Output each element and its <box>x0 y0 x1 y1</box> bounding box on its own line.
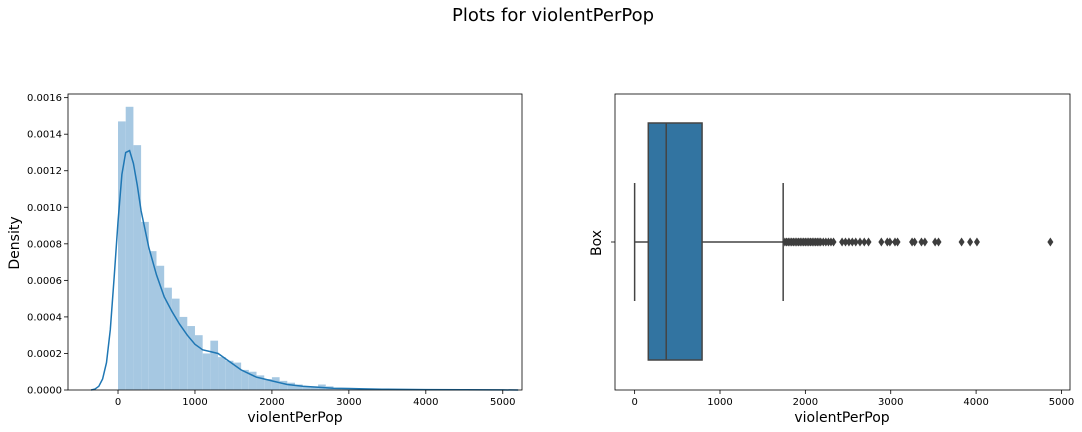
histogram-bar <box>295 384 303 390</box>
histogram-bar <box>302 386 311 390</box>
histogram-x-tick-label: 2000 <box>259 397 284 408</box>
outlier-point <box>958 237 965 247</box>
figure-title: Plots for violentPerPop <box>452 5 654 26</box>
boxplot-x-tick-label: 2000 <box>793 397 818 408</box>
histogram-x-tick-label: 0 <box>115 397 121 408</box>
outlier-point <box>921 237 928 247</box>
histogram-bar <box>310 386 319 390</box>
histogram-bar <box>225 360 234 390</box>
outlier-point <box>842 237 849 247</box>
histogram-y-tick-label: 0.0006 <box>27 276 62 287</box>
histogram-y-tick-label: 0.0004 <box>27 312 62 323</box>
boxplot-x-tick-label: 1000 <box>707 397 732 408</box>
boxplot-y-axis-label: Box <box>589 230 605 256</box>
histogram-x-tick-label: 1000 <box>182 397 207 408</box>
outlier-point <box>849 237 856 247</box>
outlier-point <box>830 237 837 247</box>
outlier-point <box>861 237 868 247</box>
histogram-bar <box>194 335 203 390</box>
outlier-point <box>918 237 925 247</box>
histogram-bar <box>148 251 157 390</box>
outlier-points <box>781 237 1054 247</box>
outlier-point <box>857 237 863 247</box>
outlier-point <box>1047 237 1054 247</box>
histogram-bar <box>233 362 242 390</box>
outlier-point <box>894 237 901 247</box>
boxplot-x-tick-label: 3000 <box>878 397 903 408</box>
histogram-y-tick-label: 0.0010 <box>27 203 62 214</box>
histogram-x-tick-label: 4000 <box>413 397 438 408</box>
outlier-point <box>886 237 893 247</box>
outlier-point <box>839 237 846 247</box>
histogram-y-tick-label: 0.0012 <box>27 166 62 177</box>
box-iqr <box>647 122 703 361</box>
outlier-point <box>878 237 885 247</box>
histogram-bar <box>264 379 272 390</box>
histogram-panel: violentPerPop Density 0 1000 2000 3000 4000 5… <box>7 93 523 426</box>
histogram-x-axis-label: violentPerPop <box>247 410 342 426</box>
histogram-bar <box>164 287 172 390</box>
histogram-y-tick-label: 0.0008 <box>27 239 62 250</box>
outlier-point <box>973 237 980 247</box>
histogram-bars <box>118 106 503 390</box>
outlier-point <box>911 237 918 247</box>
histogram-bar <box>141 221 149 390</box>
outlier-point <box>865 237 872 247</box>
histogram-x-tick-label: 3000 <box>336 397 361 408</box>
boxplot-panel: violentPerPop Box 0 1000 2000 3000 4000 5000 <box>589 93 1074 426</box>
outlier-point <box>932 237 939 247</box>
histogram-bar <box>279 380 288 390</box>
histogram-bar <box>271 377 280 390</box>
outlier-point <box>935 237 942 247</box>
histogram-bar <box>287 382 295 390</box>
histogram-bar <box>125 106 134 390</box>
histogram-y-tick-label: 0.0000 <box>27 386 62 397</box>
histogram-axes-frame <box>67 93 523 391</box>
boxplot-x-tick-label: 5000 <box>1049 397 1074 408</box>
histogram-bar <box>333 388 342 390</box>
histogram-bar <box>218 357 226 390</box>
histogram-bar <box>171 298 180 390</box>
histogram-bar <box>118 121 126 390</box>
histogram-y-tick-label: 0.0014 <box>27 130 62 141</box>
histogram-bar <box>187 326 195 390</box>
histogram-bar <box>179 316 188 390</box>
histogram-y-axis-label: Density <box>7 216 23 269</box>
histogram-bar <box>210 340 219 390</box>
histogram-bar <box>241 369 249 390</box>
histogram-y-tick-label: 0.0016 <box>27 93 62 104</box>
outlier-point <box>852 237 859 247</box>
histogram-x-tick-label: 5000 <box>490 397 515 408</box>
boxplot-x-tick-label: 4000 <box>963 397 988 408</box>
histogram-bar <box>202 353 211 390</box>
outlier-point <box>967 237 974 247</box>
boxplot-x-axis-label: violentPerPop <box>794 410 889 426</box>
histogram-bar <box>248 371 257 390</box>
kde-line <box>90 149 519 391</box>
histogram-bar <box>156 265 165 390</box>
boxplot-x-tick-label: 0 <box>631 397 637 408</box>
histogram-y-tick-label: 0.0002 <box>27 349 62 360</box>
outlier-point <box>845 237 852 247</box>
histogram-bar <box>133 145 142 390</box>
histogram-bar <box>256 375 265 390</box>
